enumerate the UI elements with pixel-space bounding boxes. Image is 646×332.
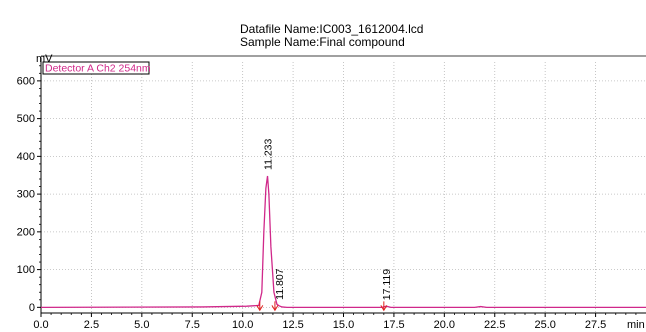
integration-mark <box>256 301 264 312</box>
y-tick-label: 400 <box>17 151 35 163</box>
y-tick-label: 0 <box>29 302 35 314</box>
x-tick-label: 25.0 <box>534 319 555 331</box>
peak-label: 11.807 <box>274 268 286 299</box>
axes <box>40 55 646 314</box>
x-tick-label: 10.0 <box>232 319 253 331</box>
x-tick-label: 2.5 <box>84 319 99 331</box>
y-tick-label: 200 <box>17 226 35 238</box>
integration-mark <box>271 301 279 312</box>
x-tick-label: 5.0 <box>134 319 149 331</box>
x-tick-label: 27.5 <box>585 319 606 331</box>
legend-box <box>42 61 150 75</box>
x-tick-label: 20.0 <box>434 319 455 331</box>
ticks: 0 100 200 300 400 500 600 0.0 2.5 5.0 7.5 10.0 12.5 1… <box>17 65 637 331</box>
x-tick-label: 7.5 <box>185 319 200 331</box>
y-tick-label: 100 <box>17 264 35 276</box>
grid-lines <box>41 62 646 313</box>
legend: Detector A Ch2 254nm <box>42 61 151 75</box>
series-line <box>40 175 646 308</box>
datafile-name: Datafile Name:IC003_1612004.lcd <box>240 22 424 36</box>
x-tick-label: 15.0 <box>333 319 354 331</box>
x-tick-label: 22.5 <box>484 319 505 331</box>
x-tick-label: 0.0 <box>33 319 48 331</box>
peak-labels: 11.233 11.807 17.119 <box>263 138 394 300</box>
x-axis-label: min <box>627 319 645 331</box>
legend-label: Detector A Ch2 254nm <box>45 63 151 75</box>
peak-label: 11.233 <box>263 138 275 169</box>
integration-mark <box>380 301 388 312</box>
x-tick-label: 12.5 <box>282 319 303 331</box>
y-tick-label: 600 <box>17 75 35 87</box>
y-tick-label: 500 <box>17 113 35 125</box>
series-layer <box>40 175 646 312</box>
sample-name: Sample Name:Final compound <box>240 35 405 49</box>
peak-label: 17.119 <box>381 269 393 300</box>
y-tick-label: 300 <box>17 189 35 201</box>
x-tick-label: 17.5 <box>383 319 404 331</box>
